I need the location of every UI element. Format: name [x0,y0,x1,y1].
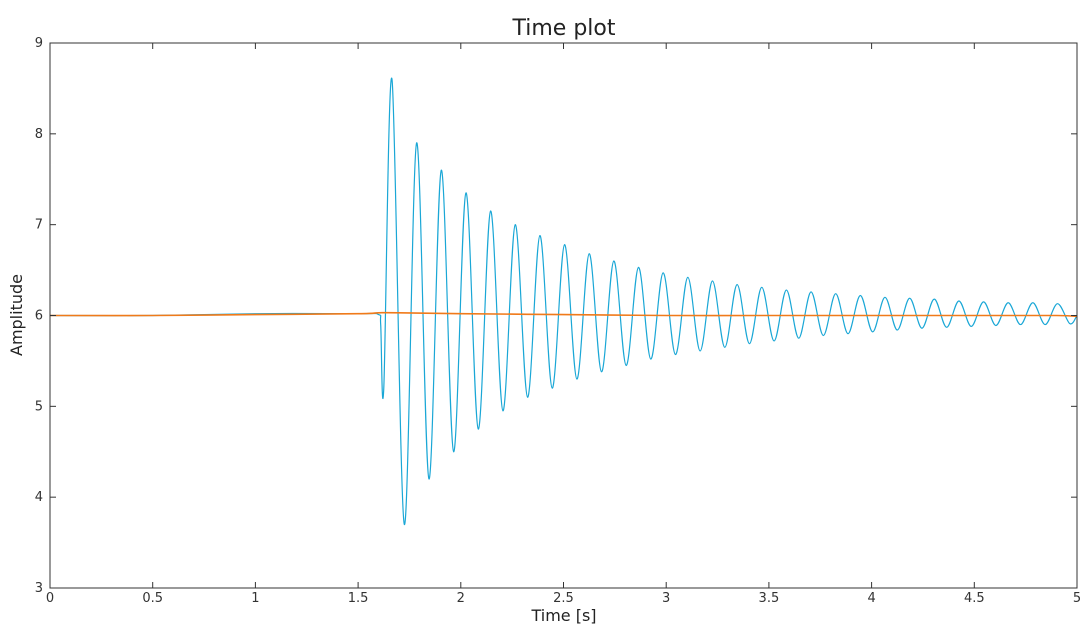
series-line-2 [49,311,1078,318]
x-tick-label: 2.5 [553,591,574,606]
x-tick-label: 1.5 [348,591,369,606]
y-tick-label: 5 [35,399,43,414]
y-tick-label: 8 [35,127,43,142]
x-tick-label: 3.5 [759,591,780,606]
x-tick-label: 2 [457,591,465,606]
x-tick-label: 0 [46,591,54,606]
x-tick-label: 0.5 [142,591,163,606]
x-tick-label: 1 [251,591,259,606]
y-tick-label: 3 [35,581,43,596]
y-tick-label: 4 [35,490,43,505]
x-tick-label: 3 [662,591,670,606]
y-tick-label: 9 [35,36,43,51]
x-axis-label: Time [s] [530,606,596,625]
chart-title: Time plot [512,16,616,41]
y-tick-label: 7 [35,218,43,233]
y-axis-label: Amplitude [7,274,26,356]
series-layer [49,77,1078,526]
x-tick-label: 5 [1073,591,1081,606]
x-tick-label: 4 [867,591,875,606]
series-line-1 [49,77,1078,526]
tick-layer: 0 0.5 1 1.5 2 2.5 3 3.5 4 4.5 5 3 4 5 6 7 8 9 [35,36,1081,606]
y-tick-label: 6 [35,309,43,324]
x-tick-label: 4.5 [964,591,985,606]
